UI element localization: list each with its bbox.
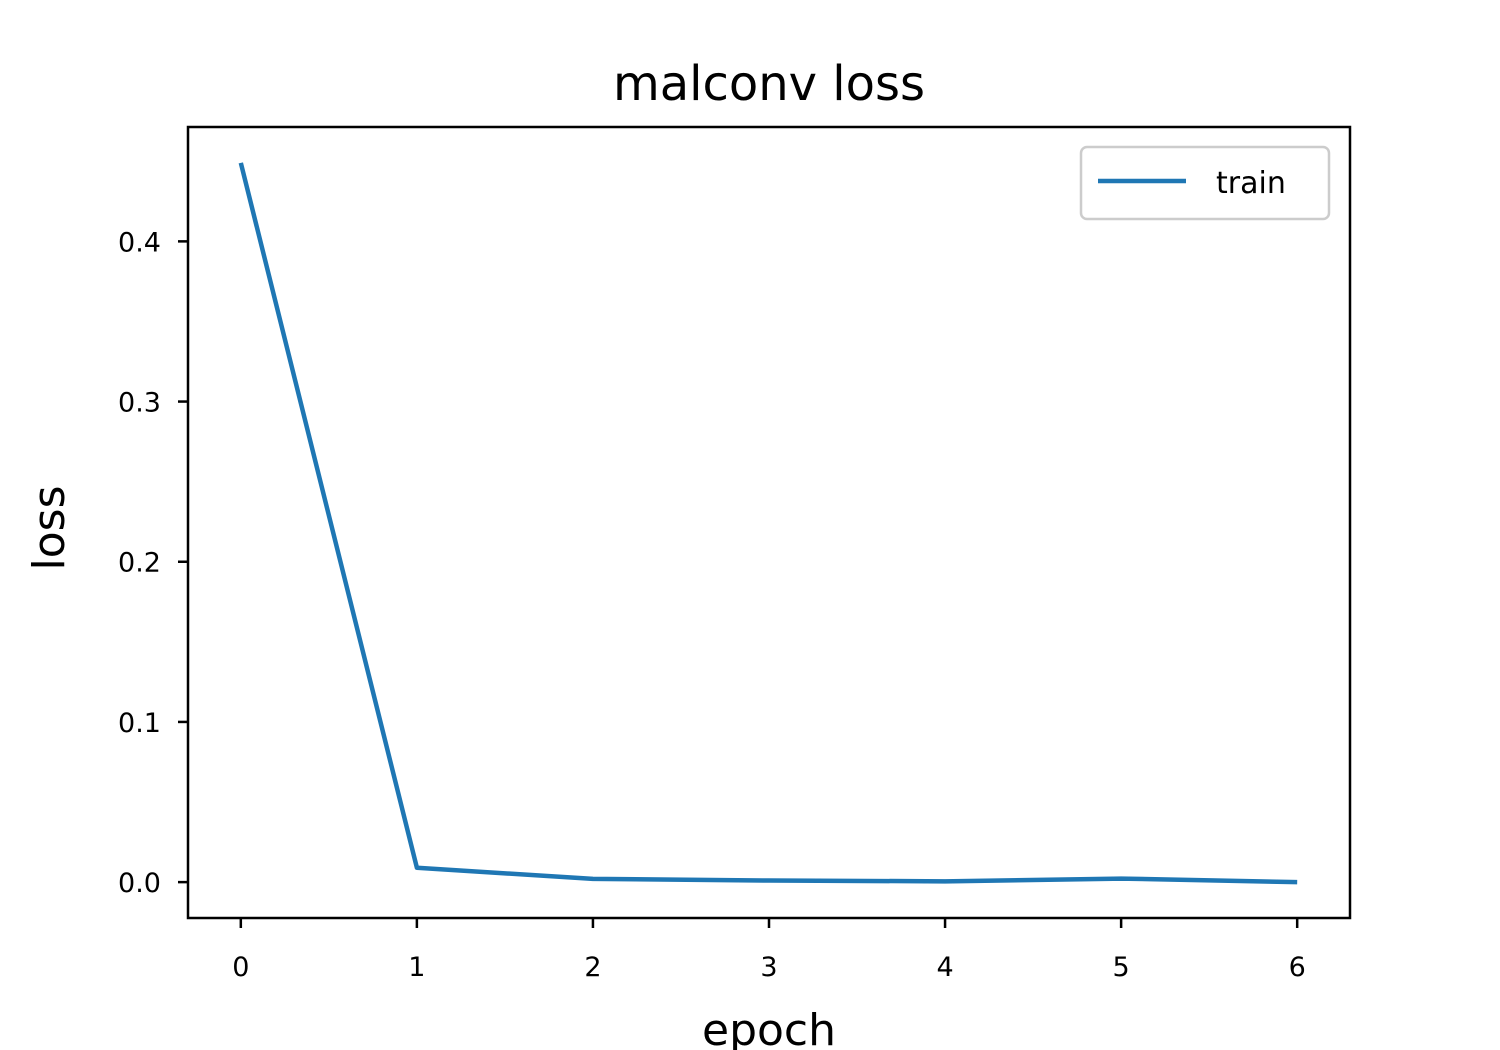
x-tick-label: 3 <box>760 952 777 983</box>
chart-title: malconv loss <box>613 56 925 112</box>
y-tick-label: 0.2 <box>118 548 161 579</box>
x-tick-label: 0 <box>232 952 249 983</box>
x-tick-label: 2 <box>584 952 601 983</box>
y-tick-label: 0.1 <box>118 708 161 739</box>
y-tick-label: 0.3 <box>118 388 161 419</box>
y-tick-label: 0.0 <box>118 868 161 899</box>
series-line-train <box>238 162 1298 885</box>
x-tick-label: 1 <box>408 952 425 983</box>
x-tick-label: 5 <box>1113 952 1130 983</box>
plot-frame <box>186 125 1352 920</box>
series-layer <box>238 162 1298 885</box>
x-axis-title: epoch <box>702 1005 836 1050</box>
x-tick-label: 6 <box>1289 952 1306 983</box>
y-tick-label: 0.4 <box>118 227 161 258</box>
y-axis-title: loss <box>24 486 75 571</box>
y-axis-ticks: 0.0 0.1 0.2 0.3 0.4 <box>118 227 188 899</box>
legend-label-train: train <box>1216 166 1286 201</box>
legend: train <box>1079 145 1331 221</box>
x-axis-ticks: 0 1 2 3 4 5 6 <box>232 918 1306 983</box>
legend-box <box>1079 145 1331 221</box>
x-tick-label: 4 <box>936 952 953 983</box>
